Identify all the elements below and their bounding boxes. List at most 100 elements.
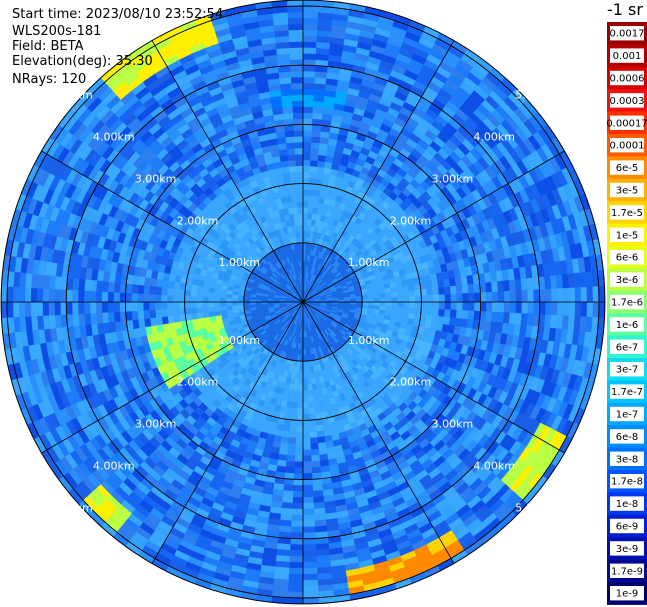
radar-cell (289, 550, 304, 557)
radar-cell (491, 291, 499, 303)
radar-cell (293, 479, 304, 486)
radar-cell (287, 443, 296, 451)
radar-cell (302, 70, 316, 78)
radar-cell (311, 466, 322, 474)
radar-cell (310, 454, 320, 462)
radar-cell (71, 289, 79, 303)
radar-cell (491, 281, 499, 293)
radar-cell (95, 312, 104, 324)
radar-cell (431, 280, 439, 289)
radar-cell (426, 301, 434, 310)
radar-cell (302, 177, 310, 185)
radar-cell (208, 291, 215, 298)
radar-cell (84, 312, 92, 326)
radar-cell (279, 513, 293, 521)
radar-cell (302, 473, 313, 480)
radar-cell (415, 301, 422, 309)
radar-cell (309, 437, 319, 445)
radar-cell (311, 383, 318, 391)
radar-cell (310, 142, 320, 150)
radar-cell (287, 591, 304, 599)
radar-cell (213, 297, 221, 303)
radar-cell (285, 460, 295, 468)
radar-cell (166, 294, 174, 303)
radar-cell (468, 301, 475, 312)
radar-cell (397, 301, 404, 308)
radar-cell (289, 419, 298, 427)
radar-cell (308, 419, 317, 427)
radar-cell (231, 301, 239, 306)
radar-cell (190, 284, 199, 292)
radar-cell (407, 312, 416, 320)
radar-cell (302, 496, 314, 504)
radar-cell (444, 309, 452, 318)
radar-cell (586, 286, 594, 303)
radar-cell (361, 294, 369, 300)
radar-cell (293, 467, 304, 474)
radar-cell (289, 555, 304, 563)
radar-cell (556, 301, 564, 316)
radar-cell (196, 307, 204, 314)
radar-cell (302, 76, 316, 84)
radar-cell (491, 301, 499, 313)
radar-cell (485, 311, 493, 323)
radar-cell (432, 294, 440, 303)
radar-cell (302, 526, 316, 534)
radar-cell (313, 406, 321, 415)
radar-cell (509, 301, 517, 314)
radar-cell (219, 301, 227, 307)
radar-cell (396, 306, 404, 313)
radar-cell (426, 294, 434, 303)
radar-cell (592, 286, 600, 303)
radar-cell (302, 597, 320, 604)
radar-cell (302, 236, 307, 244)
radar-cell (521, 301, 529, 315)
radar-cell (296, 408, 304, 415)
radar-cell (307, 207, 314, 214)
radar-cell (514, 278, 522, 292)
radar-cell (214, 306, 221, 312)
radar-cell (302, 82, 315, 90)
radar-cell (527, 289, 535, 303)
radar-cell (291, 401, 298, 409)
radar-cell (556, 288, 564, 303)
radar-cell (432, 301, 440, 310)
radar-cell (280, 507, 293, 516)
radar-cell (282, 484, 294, 492)
radar-cell (302, 366, 307, 374)
radar-cell (299, 366, 304, 374)
radar-cell (95, 290, 103, 303)
radar-cell (281, 501, 293, 510)
radar-cell (302, 461, 312, 469)
radar-cell (438, 301, 446, 310)
radar-cell (287, 585, 304, 593)
radar-cell (373, 297, 381, 303)
radar-cell (403, 301, 410, 308)
radar-cell (379, 293, 387, 299)
radar-cell (148, 301, 156, 311)
radar-cell (533, 289, 541, 303)
radar-cell (508, 312, 517, 325)
radar-cell (302, 443, 311, 451)
radar-cell (302, 106, 314, 114)
radar-cell (545, 288, 552, 303)
radar-cell (208, 296, 215, 303)
radar-cell (302, 591, 319, 599)
radar-cell (219, 297, 227, 303)
radar-cell (48, 288, 55, 303)
radar-cell (119, 292, 126, 303)
radar-cell (302, 520, 316, 528)
radar-cell (438, 286, 446, 296)
radar-cell (305, 360, 311, 368)
radar-cell (485, 281, 493, 293)
radar-cell (426, 308, 434, 316)
radar-cell (297, 396, 304, 403)
radar-cell (302, 159, 311, 167)
radar-cell (101, 280, 109, 293)
radar-cell (160, 286, 168, 296)
radar-cell (298, 378, 304, 386)
radar-cell (288, 431, 297, 439)
radar-cell (89, 312, 98, 325)
radar-cell (30, 287, 38, 303)
radar-cell (313, 83, 327, 91)
